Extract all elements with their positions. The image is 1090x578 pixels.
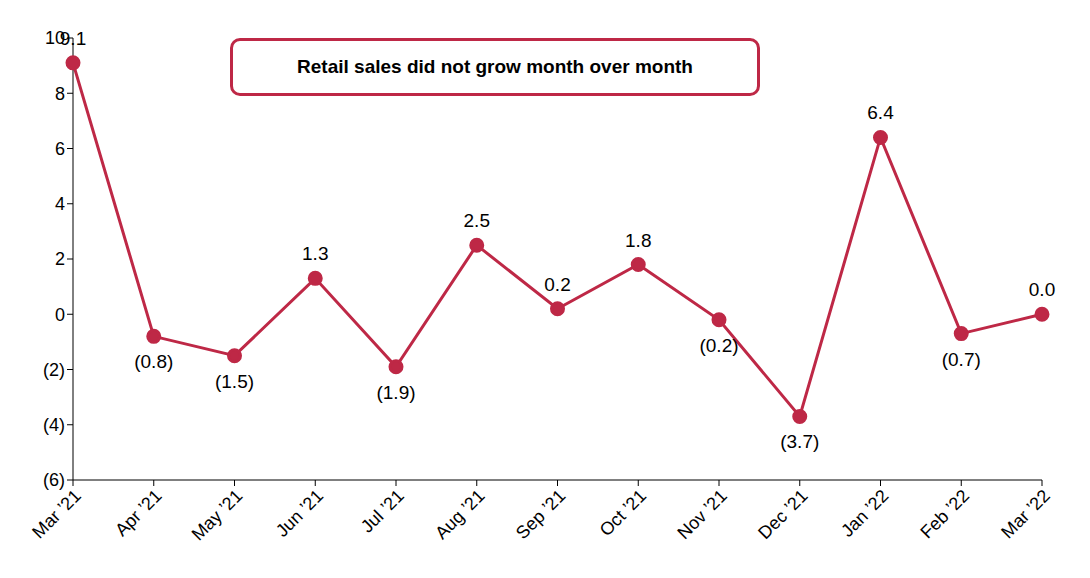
svg-text:May ’21: May ’21 [188,486,247,545]
svg-text:0.0: 0.0 [1029,279,1055,300]
svg-text:Apr ’21: Apr ’21 [111,486,165,540]
svg-text:Mar ’22: Mar ’22 [997,486,1054,543]
svg-text:8: 8 [55,84,65,104]
svg-text:(1.5): (1.5) [215,371,254,392]
svg-text:6.4: 6.4 [867,102,894,123]
html-text:Retail sales did not grow mont: Retail sales did not grow month over mon… [297,56,693,77]
svg-text:Jun ’21: Jun ’21 [272,486,327,541]
svg-text:1.3: 1.3 [302,243,328,264]
svg-text:(1.9): (1.9) [376,382,415,403]
svg-text:(0.7): (0.7) [942,349,981,370]
svg-text:(6): (6) [43,470,65,490]
svg-text:Dec ’21: Dec ’21 [754,486,811,543]
svg-text:10: 10 [45,28,65,49]
svg-text:Oct ’21: Oct ’21 [596,486,650,540]
svg-text:4: 4 [55,194,65,214]
svg-text:(0.2): (0.2) [699,335,738,356]
svg-text:Aug ’21: Aug ’21 [431,486,488,543]
svg-text:1.8: 1.8 [625,230,651,251]
svg-text:(4): (4) [43,415,65,435]
svg-text:Jul ’21: Jul ’21 [357,486,408,537]
svg-text:0.2: 0.2 [544,274,570,295]
svg-text:2: 2 [55,249,65,269]
svg-text:9.1: 9.1 [60,28,86,49]
svg-text:Sep ’21: Sep ’21 [512,486,569,543]
svg-text:(3.7): (3.7) [780,431,819,452]
svg-text:Mar ’21: Mar ’21 [28,486,85,543]
svg-text:(0.8): (0.8) [134,351,173,372]
svg-text:Nov ’21: Nov ’21 [674,486,731,543]
svg-text:Feb ’22: Feb ’22 [917,486,974,543]
svg-text:2.5: 2.5 [464,210,490,231]
svg-text:6: 6 [55,139,65,159]
svg-text:Jan ’22: Jan ’22 [837,486,892,541]
svg-text:(2): (2) [43,360,65,380]
svg-text:0: 0 [55,305,65,325]
